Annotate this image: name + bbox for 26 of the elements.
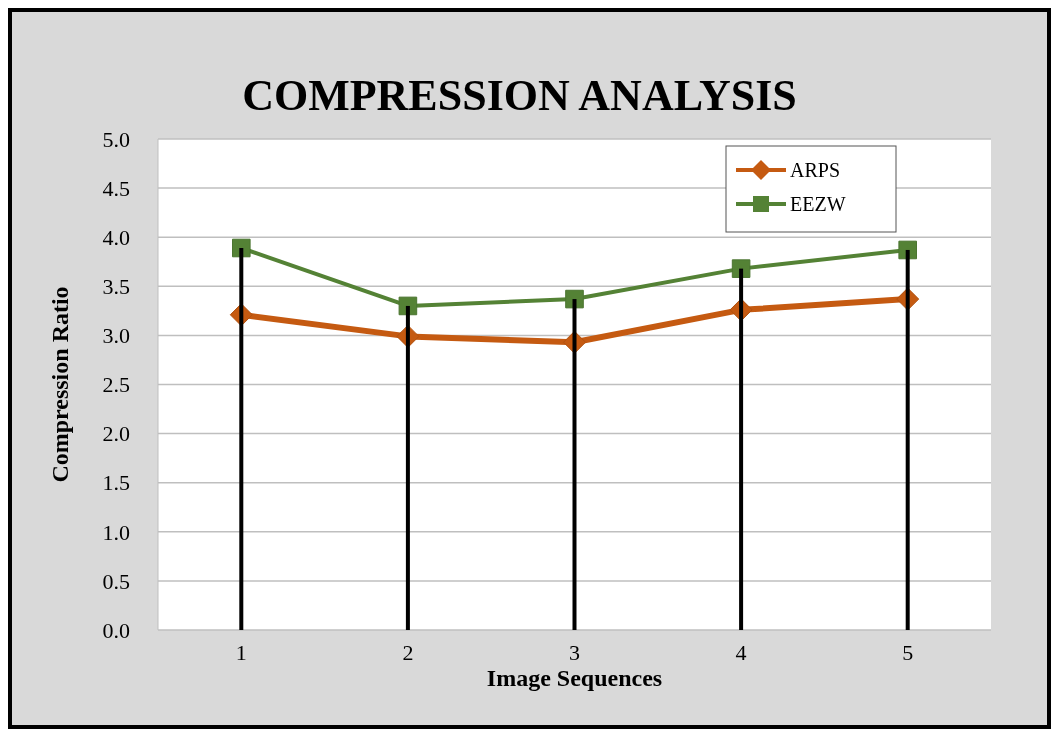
y-tick-label: 1.0 [102,519,130,545]
y-tick-label: 3.5 [102,274,130,299]
y-tick-label: 0.0 [102,617,130,643]
x-tick-label: 4 [735,640,747,665]
y-tick-label: 4.0 [102,224,130,250]
x-tick-label: 1 [235,640,247,665]
y-tick-label: 4.5 [102,175,130,201]
legend-label: ARPS [790,159,841,181]
bar [239,248,244,630]
y-tick-label: 3.0 [102,323,130,349]
x-tick-label: 5 [902,640,914,665]
y-tick-label: 5.0 [102,126,130,152]
bar [572,299,577,630]
x-tick-label: 3 [569,640,580,665]
y-tick-label: 2.0 [102,421,130,447]
x-tick-label: 2 [402,640,414,665]
bar [739,268,744,630]
y-tick-label: 1.5 [102,470,130,496]
bar [405,305,410,630]
y-tick-label: 0.5 [102,568,130,594]
y-axis-title: Compression Ratio [47,286,73,483]
legend-label: EEZW [790,193,846,215]
y-tick-label: 2.5 [102,372,130,398]
x-axis-title: Image Sequences [486,665,663,691]
bar [905,249,910,630]
chart-title: COMPRESSION ANALYSIS [242,71,797,120]
